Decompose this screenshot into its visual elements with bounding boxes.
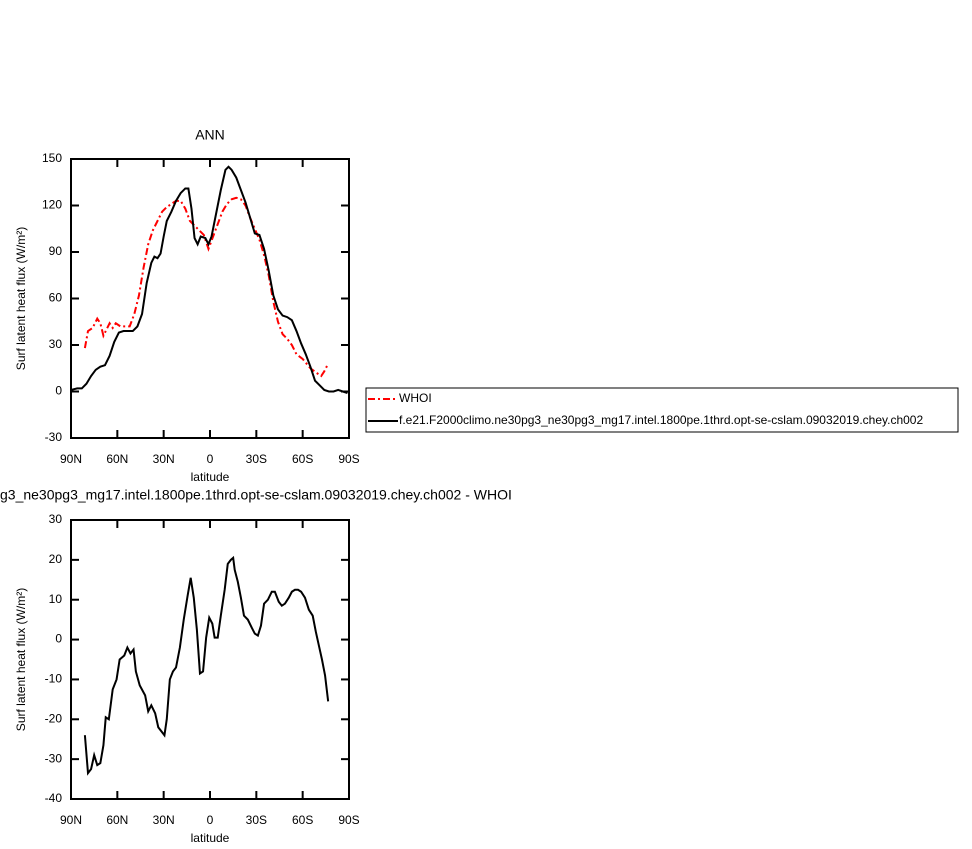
x-axis-label: latitude [191, 470, 230, 484]
y-tick-label: -30 [45, 430, 63, 444]
x-tick-label: 0 [207, 452, 214, 466]
chart-title: ANN [195, 127, 225, 143]
y-tick-label: 120 [42, 198, 62, 212]
y-tick-label: 10 [49, 592, 63, 606]
y-tick-label: 20 [49, 552, 63, 566]
x-tick-label: 90S [338, 452, 359, 466]
x-tick-label: 30S [246, 452, 267, 466]
x-tick-label: 60N [106, 813, 128, 827]
y-tick-label: 150 [42, 151, 62, 165]
chart-title: g3_ne30pg3_mg17.intel.1800pe.1thrd.opt-s… [0, 487, 512, 503]
y-tick-label: 90 [49, 244, 63, 258]
y-tick-label: -20 [45, 711, 63, 725]
x-tick-label: 0 [207, 813, 214, 827]
y-tick-label: 0 [55, 384, 62, 398]
plot-frame [70, 158, 350, 439]
y-tick-label: 60 [49, 291, 63, 305]
x-tick-label: 30S [246, 813, 267, 827]
x-tick-label: 60S [292, 813, 313, 827]
y-axis-label: Surf latent heat flux (W/m²) [14, 227, 28, 370]
legend-label: WHOI [399, 391, 432, 405]
y-tick-label: 30 [49, 337, 63, 351]
y-tick-label: -30 [45, 751, 63, 765]
x-axis-label: latitude [191, 831, 230, 845]
plot-frame [70, 519, 350, 800]
x-tick-label: 60N [106, 452, 128, 466]
y-axis-label: Surf latent heat flux (W/m²) [14, 588, 28, 731]
legend-label: f.e21.F2000climo.ne30pg3_ne30pg3_mg17.in… [399, 413, 923, 427]
data-line [83, 196, 329, 378]
y-tick-label: -10 [45, 672, 63, 686]
x-tick-label: 90N [60, 452, 82, 466]
x-tick-label: 90N [60, 813, 82, 827]
x-tick-label: 30N [153, 452, 175, 466]
x-tick-label: 60S [292, 452, 313, 466]
data-line [70, 165, 348, 394]
x-tick-label: 30N [153, 813, 175, 827]
legend-box [365, 387, 959, 433]
y-tick-label: 0 [55, 632, 62, 646]
data-line [83, 555, 330, 776]
x-tick-label: 90S [338, 813, 359, 827]
y-tick-label: 30 [49, 512, 63, 526]
y-tick-label: -40 [45, 791, 63, 805]
